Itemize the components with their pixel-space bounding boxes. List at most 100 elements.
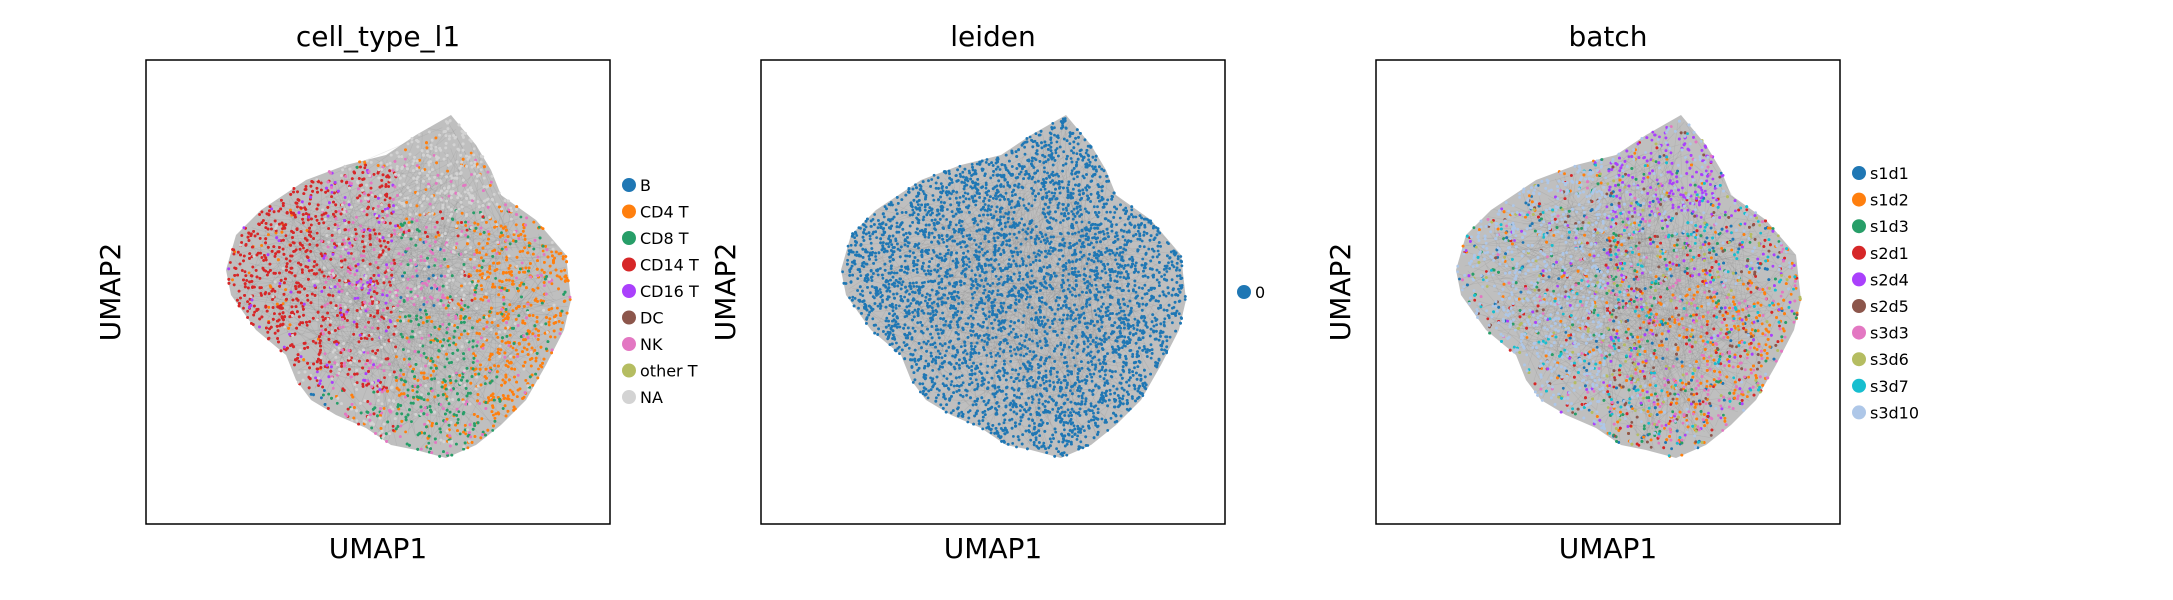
scatter-point — [340, 179, 344, 183]
scatter-point — [504, 326, 508, 330]
scatter-point — [429, 366, 433, 370]
scatter-point — [478, 332, 481, 336]
scatter-point — [471, 367, 475, 371]
scatter-point — [386, 357, 390, 361]
scatter-point — [454, 314, 458, 318]
scatter-point — [502, 295, 506, 299]
scatter-point — [431, 389, 434, 393]
scatter-point — [539, 364, 542, 368]
scatter-point — [427, 265, 431, 269]
scatter-point — [266, 273, 269, 277]
scatter-point — [385, 263, 388, 267]
scatter-point — [557, 287, 560, 291]
scatter-point — [490, 306, 493, 310]
scatter-point — [363, 325, 367, 329]
scatter-point — [515, 276, 518, 280]
scatter-point — [474, 372, 477, 376]
scatter-point — [308, 377, 312, 381]
scatter-point — [382, 281, 386, 285]
scatter-point — [430, 320, 434, 323]
scatter-point — [548, 317, 552, 321]
scatter-point — [288, 332, 292, 336]
scatter-point — [427, 334, 431, 337]
scatter-point — [301, 271, 304, 274]
scatter-point — [335, 401, 339, 405]
scatter-point — [402, 392, 406, 396]
scatter-point — [439, 340, 442, 344]
scatter-point — [365, 379, 369, 383]
scatter-point — [405, 217, 409, 221]
scatter-point — [456, 418, 460, 421]
scatter-point — [506, 359, 509, 363]
scatter-point — [391, 424, 395, 428]
scatter-point — [378, 232, 381, 236]
scatter-point — [409, 290, 413, 294]
scatter-point — [278, 284, 281, 288]
scatter-point — [362, 254, 366, 258]
scatter-point — [515, 380, 518, 384]
scatter-point — [512, 408, 515, 412]
scatter-point — [481, 246, 485, 250]
scatter-point — [273, 219, 277, 223]
scatter-point — [460, 308, 463, 311]
scatter-point — [419, 354, 423, 357]
scatter-point — [384, 432, 388, 436]
scatter-point — [529, 262, 532, 265]
scatter-point — [472, 413, 476, 416]
scatter-point — [266, 253, 270, 257]
scatter-point — [422, 296, 426, 300]
scatter-point — [240, 241, 243, 244]
scatter-point — [452, 335, 456, 339]
scatter-point — [536, 376, 540, 380]
scatter-point — [320, 396, 323, 400]
scatter-point — [333, 181, 337, 184]
scatter-point — [307, 277, 310, 281]
scatter-point — [399, 404, 403, 407]
scatter-point — [546, 255, 550, 259]
scatter-point — [290, 305, 294, 309]
scatter-point — [475, 269, 479, 273]
scatter-point — [260, 315, 264, 319]
scatter-point — [353, 273, 357, 276]
scatter-point — [523, 238, 527, 241]
scatter-point — [511, 346, 515, 350]
scatter-point — [236, 250, 240, 254]
scatter-point — [557, 252, 561, 256]
scatter-point — [507, 266, 511, 270]
scatter-point — [496, 324, 500, 327]
scatter-point — [480, 256, 483, 260]
scatter-point — [520, 261, 524, 265]
scatter-point — [480, 417, 484, 421]
scatter-point — [503, 351, 507, 355]
scatter-point — [459, 252, 463, 256]
scatter-point — [376, 390, 380, 394]
scatter-point — [403, 271, 406, 275]
scatter-point — [308, 320, 311, 323]
scatter-point — [323, 352, 327, 355]
scatter-point — [565, 260, 568, 264]
scatter-point — [518, 284, 522, 287]
scatter-point — [469, 257, 472, 261]
scatter-point — [450, 274, 454, 278]
scatter-point — [536, 286, 540, 290]
scatter-point — [562, 300, 566, 303]
scatter-point — [537, 329, 540, 333]
scatter-point — [456, 234, 460, 238]
scatter-point — [346, 319, 349, 322]
scatter-point — [367, 370, 370, 373]
scatter-point — [459, 317, 463, 321]
scatter-point — [281, 247, 285, 251]
scatter-point — [281, 306, 284, 310]
scatter-point — [527, 342, 531, 346]
scatter-point — [462, 430, 465, 434]
scatter-point — [549, 335, 552, 339]
scatter-point — [248, 257, 251, 260]
scatter-point — [396, 304, 400, 307]
scatter-point — [542, 281, 546, 284]
scatter-point — [346, 407, 350, 411]
scatter-point — [359, 224, 362, 228]
scatter-point — [371, 366, 374, 369]
scatter-point — [436, 355, 440, 359]
scatter-point — [343, 364, 346, 368]
scatter-point — [427, 434, 431, 438]
